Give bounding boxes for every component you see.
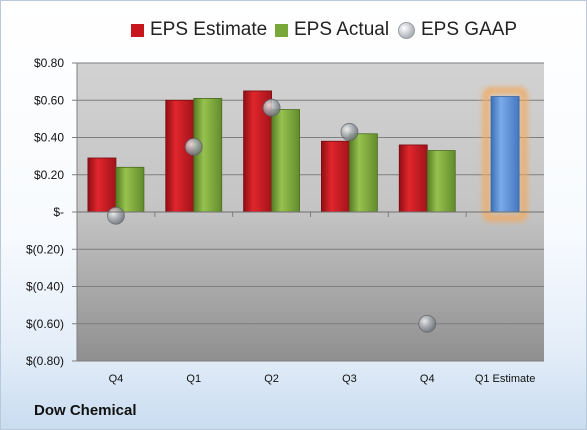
y-tick-label: $(0.80)	[26, 354, 64, 368]
legend-swatch-estimate	[131, 23, 144, 37]
x-tick-label: Q1 Estimate	[475, 373, 536, 385]
bar-actual	[271, 109, 300, 213]
x-tick-label: Q1	[186, 373, 201, 385]
y-tick-label: $0.20	[34, 168, 64, 182]
x-tick-label: Q3	[342, 373, 357, 385]
gaap-marker	[107, 206, 125, 225]
bar-actual	[193, 97, 223, 213]
legend-label-estimate: EPS Estimate	[150, 19, 268, 40]
bar-forecast	[490, 96, 520, 213]
legend-swatch-actual	[275, 23, 288, 37]
bar-actual	[349, 133, 378, 213]
company-name: Dow Chemical	[34, 402, 137, 419]
legend: EPS Estimate EPS Actual EPS GAAP	[1, 17, 587, 43]
y-tick-label: $0.60	[34, 93, 64, 107]
gaap-marker	[418, 314, 437, 333]
legend-item-gaap: EPS GAAP	[398, 17, 517, 43]
y-tick-label: $(0.40)	[26, 280, 64, 294]
x-tick-label: Q4	[420, 373, 435, 385]
forecast-highlight	[483, 87, 528, 221]
y-tick-label: $0.40	[34, 131, 64, 145]
y-tick-label: $(0.20)	[26, 242, 64, 256]
legend-item-estimate: EPS Estimate	[131, 17, 267, 43]
gaap-marker	[184, 137, 203, 156]
x-tick-label: Q4	[109, 373, 124, 385]
bar-actual	[426, 150, 456, 213]
bar-estimate	[321, 140, 350, 213]
bar-estimate	[165, 99, 195, 213]
legend-item-actual: EPS Actual	[275, 17, 389, 43]
x-tick-label: Q2	[264, 373, 279, 385]
y-tick-label: $-	[53, 205, 64, 219]
y-tick-label: $0.80	[34, 56, 64, 70]
legend-marker-gaap	[398, 21, 415, 39]
legend-label-gaap: EPS GAAP	[421, 19, 518, 40]
gaap-marker	[340, 123, 359, 141]
bar-actual	[115, 166, 145, 213]
chart-svg: $0.80 $0.60 $0.40 $0.20 $- $(0.20) $(0.40) $(0.…	[26, 56, 544, 385]
bar-estimate	[87, 157, 117, 213]
gaap-marker	[262, 98, 281, 117]
bar-estimate	[398, 144, 428, 213]
plot-area: $0.80 $0.60 $0.40 $0.20 $- $(0.20) $(0.40) $(0.…	[26, 56, 544, 385]
legend-label-actual: EPS Actual	[294, 19, 390, 40]
y-tick-label: $(0.60)	[26, 317, 64, 331]
